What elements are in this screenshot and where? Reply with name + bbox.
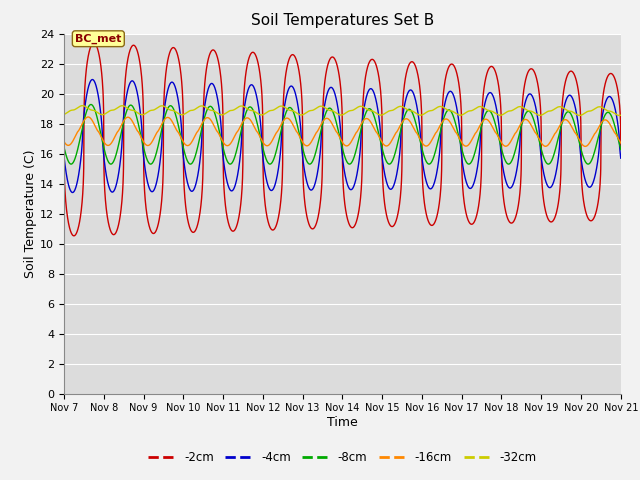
-32cm	[616, 113, 623, 119]
-32cm	[418, 112, 426, 118]
-32cm	[352, 106, 360, 111]
-4cm	[88, 77, 96, 83]
-4cm	[617, 156, 625, 161]
-16cm	[84, 114, 92, 120]
-2cm	[308, 226, 316, 232]
-32cm	[303, 109, 311, 115]
-4cm	[443, 95, 451, 100]
-16cm	[303, 143, 311, 149]
-16cm	[60, 139, 68, 144]
-16cm	[418, 140, 426, 145]
Y-axis label: Soil Temperature (C): Soil Temperature (C)	[24, 149, 37, 278]
Line: -16cm: -16cm	[64, 117, 621, 146]
-4cm	[131, 83, 139, 88]
Text: BC_met: BC_met	[75, 34, 122, 44]
-2cm	[90, 40, 98, 46]
-8cm	[131, 109, 139, 115]
Line: -8cm: -8cm	[64, 105, 621, 164]
-16cm	[352, 131, 360, 136]
-2cm	[443, 71, 451, 77]
-4cm	[418, 156, 426, 161]
-2cm	[418, 162, 426, 168]
-2cm	[303, 216, 311, 222]
X-axis label: Time: Time	[327, 416, 358, 429]
-8cm	[87, 102, 95, 108]
-8cm	[418, 145, 426, 151]
-2cm	[131, 44, 139, 49]
Title: Soil Temperatures Set B: Soil Temperatures Set B	[251, 13, 434, 28]
-8cm	[352, 149, 360, 155]
-8cm	[60, 144, 68, 150]
-32cm	[131, 108, 139, 114]
-8cm	[308, 159, 316, 165]
-8cm	[303, 159, 311, 165]
-8cm	[442, 109, 450, 115]
-16cm	[131, 124, 139, 130]
Line: -32cm: -32cm	[64, 106, 621, 116]
-16cm	[442, 116, 450, 122]
-2cm	[352, 221, 360, 227]
-4cm	[60, 154, 68, 159]
-2cm	[617, 144, 625, 150]
-16cm	[617, 140, 625, 146]
-4cm	[352, 177, 360, 183]
-4cm	[308, 187, 316, 192]
-32cm	[79, 103, 86, 108]
Line: -2cm: -2cm	[64, 43, 621, 236]
Legend: -2cm, -4cm, -8cm, -16cm, -32cm: -2cm, -4cm, -8cm, -16cm, -32cm	[144, 446, 541, 469]
-8cm	[617, 147, 625, 153]
-4cm	[68, 190, 76, 195]
-16cm	[582, 144, 589, 149]
-4cm	[303, 181, 311, 187]
-32cm	[442, 107, 450, 112]
-32cm	[60, 111, 68, 117]
-2cm	[60, 136, 68, 142]
-2cm	[70, 233, 78, 239]
-32cm	[308, 108, 316, 113]
-8cm	[505, 161, 513, 167]
-16cm	[308, 138, 316, 144]
-32cm	[617, 112, 625, 118]
Line: -4cm: -4cm	[64, 80, 621, 192]
